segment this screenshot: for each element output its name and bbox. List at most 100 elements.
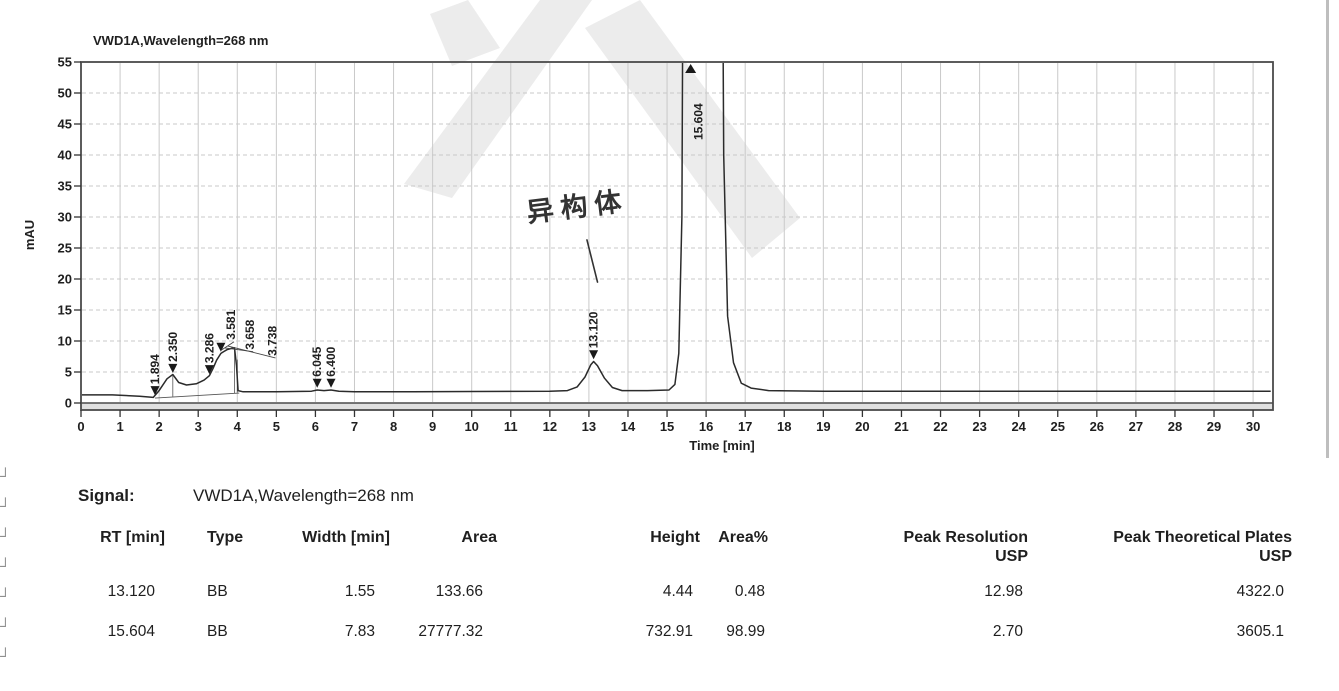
y-tick-label: 50 <box>58 86 72 101</box>
results-table-header: RT [min] Type Width [min] Area Height Area% Pe… <box>60 528 1292 566</box>
margin-mark: ┘ <box>0 468 11 485</box>
peak-label-leader <box>227 345 276 359</box>
peak-rt-label: 3.738 <box>265 326 279 356</box>
table-header-cell: RT [min] <box>100 529 165 546</box>
x-tick-label: 19 <box>816 419 830 434</box>
y-tick-label: 30 <box>58 210 72 225</box>
table-cell: BB <box>207 583 228 600</box>
table-cell: 7.83 <box>344 623 375 640</box>
table-header-cell: Area% <box>718 529 768 546</box>
y-tick-label: 20 <box>58 272 72 287</box>
peak-rt-label: 15.604 <box>692 103 706 140</box>
table-row: 15.604 BB 7.83 27777.32 732.91 98.99 2.70 3605.… <box>60 622 1292 641</box>
table-row: 13.120 BB 1.55 133.66 4.44 0.48 12.98 4322.0 <box>60 582 1292 601</box>
table-cell: 4.44 <box>662 583 693 600</box>
table-cell: BB <box>207 623 228 640</box>
x-tick-label: 25 <box>1051 419 1065 434</box>
peak-marker-icon <box>326 378 336 388</box>
y-tick-label: 45 <box>58 117 72 132</box>
scan-margin-marks: ┘ ┘ ┘ ┘ ┘ ┘ ┘ <box>0 462 16 672</box>
axis-band <box>81 403 1273 410</box>
y-tick-label: 55 <box>58 55 72 70</box>
table-cell: 15.604 <box>107 623 155 640</box>
peak-marker-icon <box>685 64 697 73</box>
margin-mark: ┘ <box>0 528 11 545</box>
table-cell: 27777.32 <box>418 623 483 640</box>
x-tick-label: 4 <box>234 419 242 434</box>
x-tick-label: 6 <box>312 419 319 434</box>
watermark <box>585 0 800 258</box>
table-cell: 13.120 <box>107 583 155 600</box>
peak-marker-icon <box>168 363 178 373</box>
x-tick-label: 18 <box>777 419 791 434</box>
scan-edge-shadow <box>1326 0 1329 458</box>
peak-marker-icon <box>216 342 226 352</box>
y-tick-label: 15 <box>58 303 72 318</box>
margin-mark: ┘ <box>0 648 11 665</box>
peak-marker-icon <box>589 350 599 360</box>
signal-value: VWD1A,Wavelength=268 nm <box>193 486 414 505</box>
table-header-cell: Area <box>461 529 497 546</box>
annotation-pointer-line <box>586 239 599 283</box>
x-axis-label: Time [min] <box>689 438 755 453</box>
x-tick-label: 1 <box>116 419 123 434</box>
chromatogram-plot: 0 1 2 3 4 5 6 7 8 9 10 11 12 13 14 15 16 17 18 19 20 21 22 23 24… <box>22 0 1274 453</box>
y-tick-label: 10 <box>58 334 72 349</box>
signal-row: Signal: VWD1A,Wavelength=268 nm <box>60 486 1320 508</box>
table-cell: 2.70 <box>992 623 1023 640</box>
table-cell: 0.48 <box>734 583 765 600</box>
peak-label-leader <box>221 341 235 351</box>
y-tick-label: 40 <box>58 148 72 163</box>
x-tick-label: 5 <box>273 419 280 434</box>
peak-rt-label: 1.894 <box>148 354 162 384</box>
table-cell: 4322.0 <box>1236 583 1284 600</box>
watermark <box>404 0 592 198</box>
table-cell: 1.55 <box>344 583 375 600</box>
x-tick-label: 27 <box>1129 419 1143 434</box>
margin-mark: ┘ <box>0 498 11 515</box>
x-tick-label: 8 <box>390 419 397 434</box>
y-tick-label: 0 <box>65 396 72 411</box>
x-tick-label: 3 <box>195 419 202 434</box>
table-cell: 3605.1 <box>1236 623 1284 640</box>
y-axis-label: mAU <box>22 220 37 250</box>
watermark <box>430 0 500 66</box>
table-cell: 133.66 <box>435 583 483 600</box>
peak-rt-label: 3.581 <box>224 309 238 339</box>
peak-rt-label: 6.400 <box>324 346 338 376</box>
y-tick-label: 5 <box>65 365 72 380</box>
y-tick-label: 25 <box>58 241 72 256</box>
margin-mark: ┘ <box>0 588 11 605</box>
table-header-cell: Type <box>207 529 244 546</box>
handwritten-annotation: 异构体 <box>525 186 630 228</box>
chromatogram-trace <box>82 63 1271 399</box>
peak-rt-label: 13.120 <box>587 311 601 348</box>
chart-title: VWD1A,Wavelength=268 nm <box>93 33 268 48</box>
x-tick-label: 11 <box>504 419 518 434</box>
peak-rt-label: 2.350 <box>166 332 180 362</box>
x-tick-label: 28 <box>1168 419 1182 434</box>
table-header-cell: Width [min] <box>302 529 390 546</box>
x-tick-label: 17 <box>738 419 752 434</box>
margin-mark: ┘ <box>0 558 11 575</box>
x-tick-label: 2 <box>156 419 163 434</box>
x-tick-label: 21 <box>894 419 908 434</box>
x-tick-label: 22 <box>933 419 947 434</box>
x-tick-label: 26 <box>1090 419 1104 434</box>
table-header-cell: Peak Resolution USP <box>903 529 1028 565</box>
peak-marker-icon <box>150 386 160 396</box>
x-tick-label: 9 <box>429 419 436 434</box>
x-tick-label: 10 <box>464 419 478 434</box>
table-cell: 732.91 <box>645 623 693 640</box>
peak-rt-label: 6.045 <box>310 346 324 376</box>
x-tick-label: 14 <box>621 419 636 434</box>
x-tick-label: 20 <box>855 419 869 434</box>
y-tick-label: 35 <box>58 179 72 194</box>
peak-rt-label: 3.658 <box>243 319 257 349</box>
peak-rt-label: 3.286 <box>202 333 216 363</box>
x-tick-label: 30 <box>1246 419 1260 434</box>
x-tick-label: 7 <box>351 419 358 434</box>
margin-mark: ┘ <box>0 618 11 635</box>
x-tick-label: 15 <box>660 419 674 434</box>
